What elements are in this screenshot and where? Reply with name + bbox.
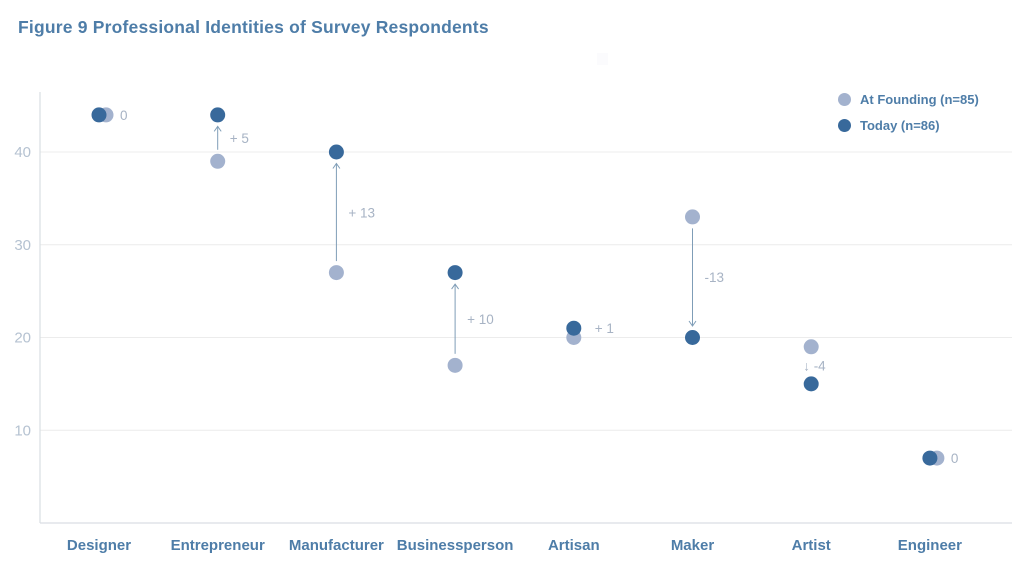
category-label-designer: Designer — [67, 537, 131, 554]
chart-legend: At Founding (n=85) Today (n=86) — [838, 86, 979, 138]
category-label-engineer: Engineer — [898, 537, 962, 554]
delta-arrowhead-manufacturer — [332, 162, 341, 169]
legend-label: At Founding (n=85) — [860, 91, 979, 107]
delta-label-artisan: + 1 — [595, 321, 614, 336]
delta-label-entrepreneur: + 5 — [230, 131, 249, 146]
dot-today-engineer — [922, 450, 938, 466]
today-dot-icon — [838, 118, 851, 132]
delta-label-engineer: 0 — [951, 451, 959, 466]
category-label-manufacturer: Manufacturer — [289, 537, 384, 554]
legend-item-at-founding: At Founding (n=85) — [838, 86, 979, 112]
faint-artifact-mark — [597, 53, 608, 65]
dot-today-maker — [685, 330, 700, 345]
delta-label-artist: ↓ -4 — [803, 358, 826, 373]
category-label-entrepreneur: Entrepreneur — [171, 537, 265, 554]
category-label-businessperson: Businessperson — [397, 537, 514, 554]
legend-label: Today (n=86) — [860, 117, 940, 133]
delta-label-businessperson: + 10 — [467, 312, 494, 327]
delta-arrowhead-maker — [688, 320, 697, 327]
dot-at-founding-artist — [803, 339, 819, 355]
legend-item-today: Today (n=86) — [838, 112, 979, 138]
delta-label-manufacturer: + 13 — [348, 205, 375, 220]
y-tick-label-40: 40 — [14, 144, 31, 161]
delta-arrowhead-businessperson — [451, 283, 460, 290]
y-tick-label-30: 30 — [14, 237, 31, 254]
dot-today-designer — [91, 107, 107, 123]
y-tick-label-10: 10 — [14, 422, 31, 439]
category-label-artisan: Artisan — [548, 537, 600, 554]
dot-today-artisan — [566, 320, 582, 336]
y-tick-label-20: 20 — [14, 330, 31, 347]
dot-at-founding-entrepreneur — [210, 153, 226, 169]
dot-at-founding-maker — [685, 209, 700, 225]
delta-arrowhead-entrepreneur — [213, 125, 222, 132]
delta-label-maker: -13 — [705, 270, 725, 285]
category-label-artist: Artist — [792, 537, 831, 554]
delta-label-designer: 0 — [120, 108, 128, 123]
dot-at-founding-manufacturer — [328, 265, 344, 281]
category-label-maker: Maker — [671, 537, 715, 554]
at-founding-dot-icon — [838, 92, 851, 106]
dot-today-businessperson — [447, 265, 463, 281]
dot-today-manufacturer — [328, 144, 344, 160]
dot-at-founding-businessperson — [447, 357, 463, 373]
figure-title: Figure 9 Professional Identities of Surv… — [18, 17, 489, 37]
dot-today-artist — [803, 376, 819, 392]
dot-today-entrepreneur — [210, 107, 226, 123]
